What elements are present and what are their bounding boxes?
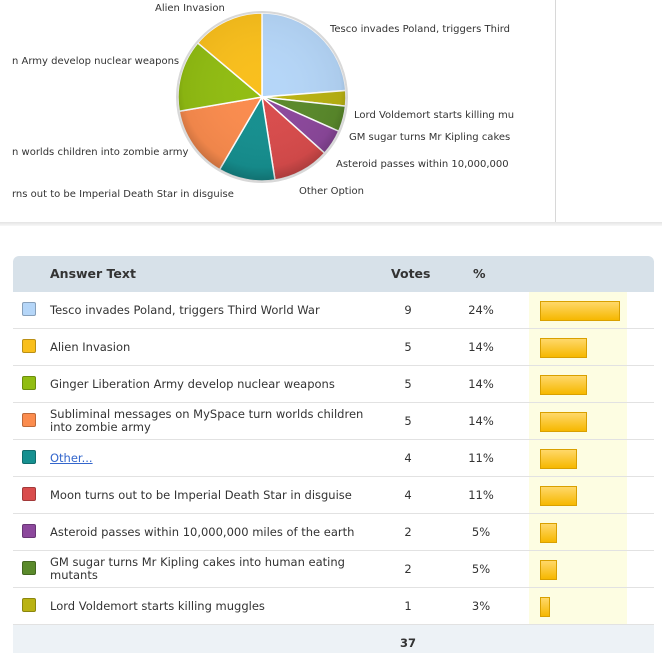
answer-text: Tesco invades Poland, triggers Third Wor…: [50, 302, 320, 317]
result-bar: [540, 597, 550, 617]
other-answers-link[interactable]: Other...: [50, 450, 93, 465]
answer-text: Asteroid passes within 10,000,000 miles …: [50, 524, 355, 539]
votes-header: Votes: [391, 266, 431, 281]
table-row: Moon turns out to be Imperial Death Star…: [13, 476, 654, 513]
vote-count: 5: [404, 340, 412, 354]
color-swatch: [22, 376, 36, 390]
answer-text-header: Answer Text: [50, 266, 136, 281]
table-row: Lord Voldemort starts killing muggles 1 3%: [13, 587, 654, 624]
total-votes: 37: [399, 636, 416, 650]
vote-percent: 5%: [471, 525, 491, 539]
table-row: Other... 4 11%: [13, 439, 654, 476]
color-swatch: [22, 413, 36, 427]
result-bar: [540, 412, 587, 432]
color-swatch: [22, 561, 36, 575]
answer-text: Ginger Liberation Army develop nuclear w…: [50, 376, 335, 391]
pie-label-zombie: n worlds children into zombie army: [12, 147, 188, 158]
pie-chart-panel: Alien Invasion Tesco invades Poland, tri…: [0, 0, 662, 226]
vote-percent: 3%: [471, 599, 491, 613]
pie-label-other: Other Option: [299, 186, 364, 197]
color-swatch: [22, 598, 36, 612]
result-bar: [540, 375, 587, 395]
vote-percent: 14%: [468, 414, 494, 428]
pie-label-asteroid: Asteroid passes within 10,000,000: [336, 159, 509, 170]
pie-label-alien-invasion: Alien Invasion: [155, 3, 225, 14]
pie-label-ginger: n Army develop nuclear weapons: [12, 56, 179, 67]
answer-text: Alien Invasion: [50, 339, 131, 354]
table-row: Ginger Liberation Army develop nuclear w…: [13, 365, 654, 402]
table-row: Asteroid passes within 10,000,000 miles …: [13, 513, 654, 550]
table-row: Alien Invasion 5 14%: [13, 328, 654, 365]
vote-percent: 11%: [468, 451, 494, 465]
vote-count: 9: [404, 303, 412, 317]
result-bar: [540, 301, 620, 321]
result-bar: [540, 560, 557, 580]
vote-count: 5: [404, 414, 412, 428]
panel-shadow: [0, 222, 662, 226]
color-swatch: [22, 487, 36, 501]
vote-percent: 5%: [471, 562, 491, 576]
pie-label-tesco: Tesco invades Poland, triggers Third: [329, 24, 510, 35]
panel-border: [555, 0, 556, 222]
vote-count: 1: [404, 599, 412, 613]
result-bar: [540, 449, 577, 469]
result-bar: [540, 338, 587, 358]
answer-text: Lord Voldemort starts killing muggles: [50, 598, 265, 613]
vote-percent: 14%: [468, 340, 494, 354]
vote-percent: 14%: [468, 377, 494, 391]
table-row: Tesco invades Poland, triggers Third Wor…: [13, 292, 654, 328]
vote-count: 2: [404, 525, 412, 539]
vote-count: 4: [404, 451, 412, 465]
color-swatch: [22, 339, 36, 353]
table-row: Subliminal messages on MySpace turn worl…: [13, 402, 654, 439]
table-body: Tesco invades Poland, triggers Third Wor…: [13, 292, 654, 624]
pie-label-gm-sugar: GM sugar turns Mr Kipling cakes: [349, 132, 510, 143]
vote-percent: 11%: [468, 488, 494, 502]
table-row: GM sugar turns Mr Kipling cakes into hum…: [13, 550, 654, 587]
pie-chart: Alien Invasion Tesco invades Poland, tri…: [12, 3, 514, 200]
table-footer: 37: [13, 624, 654, 653]
vote-count: 5: [404, 377, 412, 391]
answer-text: Moon turns out to be Imperial Death Star…: [50, 487, 352, 502]
answer-text: GM sugar turns Mr Kipling cakes into hum…: [50, 555, 345, 582]
vote-percent: 24%: [468, 303, 494, 317]
pie-shading: [178, 13, 346, 181]
vote-count: 2: [404, 562, 412, 576]
vote-count: 4: [404, 488, 412, 502]
table-header: Answer Text Votes %: [13, 256, 654, 292]
pie-label-voldemort: Lord Voldemort starts killing mu: [354, 110, 514, 121]
color-swatch: [22, 450, 36, 464]
color-swatch: [22, 302, 36, 316]
percent-header: %: [473, 266, 486, 281]
pie-rim: [176, 11, 348, 183]
pie-label-death-star: rns out to be Imperial Death Star in dis…: [12, 189, 234, 200]
answer-text: Subliminal messages on MySpace turn worl…: [50, 407, 364, 434]
results-table: Answer Text Votes % Tesco invades Poland…: [13, 256, 654, 653]
color-swatch: [22, 524, 36, 538]
result-bar: [540, 523, 557, 543]
result-bar: [540, 486, 577, 506]
